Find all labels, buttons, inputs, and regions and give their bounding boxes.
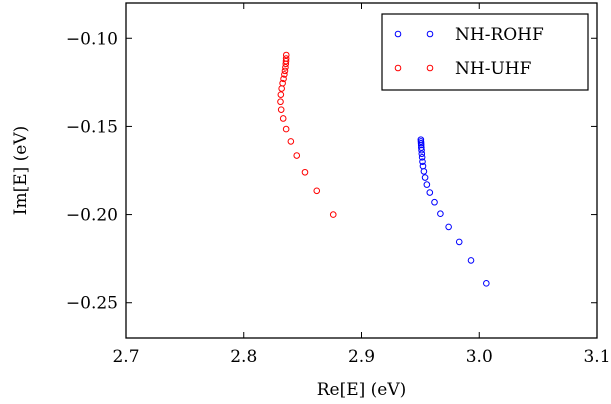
legend-label: NH-ROHF	[455, 25, 544, 45]
data-point	[445, 223, 452, 231]
data-point	[282, 57, 290, 65]
legend-entry: NH-ROHF	[394, 25, 544, 45]
data-point	[279, 79, 286, 87]
y-tick-label: −0.10	[66, 29, 118, 49]
data-point	[329, 211, 337, 218]
data-point	[420, 168, 428, 175]
data-point	[282, 51, 290, 59]
data-point	[313, 187, 321, 195]
data-point	[281, 67, 289, 75]
data-point	[437, 210, 444, 217]
data-point	[455, 238, 463, 246]
x-tick-label: 2.7	[112, 347, 139, 367]
legend-marker	[394, 30, 402, 38]
data-point	[281, 71, 288, 78]
data-point	[426, 189, 434, 196]
data-point	[282, 55, 290, 62]
data-point	[277, 98, 284, 106]
data-point	[467, 257, 475, 264]
y-tick-label: −0.25	[66, 294, 118, 314]
data-point	[431, 198, 438, 206]
y-tick-label: −0.20	[66, 206, 118, 226]
data-point	[287, 138, 295, 145]
data-point	[282, 64, 289, 71]
series-nh-uhf	[277, 51, 337, 218]
x-tick-label: 2.9	[348, 347, 375, 367]
data-marks	[277, 51, 490, 287]
data-point	[421, 174, 429, 181]
data-point	[293, 152, 301, 159]
legend-marker	[394, 64, 402, 72]
data-point	[277, 91, 285, 98]
data-point	[419, 158, 426, 165]
axis-ticks	[125, 3, 598, 338]
data-point	[278, 85, 285, 92]
y-axis-label: Im[E] (eV)	[11, 126, 31, 216]
y-tick-label: −0.15	[66, 117, 118, 137]
data-point	[277, 106, 285, 113]
x-axis-label: Re[E] (eV)	[317, 380, 407, 400]
data-point	[418, 153, 426, 161]
data-point	[418, 144, 425, 151]
legend-label: NH-UHF	[455, 59, 532, 79]
data-point	[418, 150, 426, 158]
data-point	[279, 115, 287, 122]
data-point	[419, 162, 427, 170]
legend-box	[381, 13, 589, 91]
legend-marker	[426, 30, 434, 38]
data-point	[280, 75, 287, 83]
x-tick-label: 2.8	[230, 347, 257, 367]
data-point	[483, 280, 490, 287]
data-point	[282, 125, 290, 133]
data-point	[417, 136, 425, 143]
x-tick-label: 3.0	[466, 347, 493, 367]
data-point	[301, 168, 309, 176]
data-point	[423, 181, 431, 188]
legend-entry: NH-UHF	[394, 59, 532, 79]
series-nh-rohf	[417, 136, 490, 287]
legend: NH-ROHF NH-UHF	[381, 13, 589, 91]
legend-marker	[426, 64, 434, 72]
axis-tick-labels: 2.7 2.8 2.9 3.0 3.1 −0.10 −0.15 −0.20 −0.25	[66, 29, 611, 367]
x-tick-label: 3.1	[583, 347, 610, 367]
